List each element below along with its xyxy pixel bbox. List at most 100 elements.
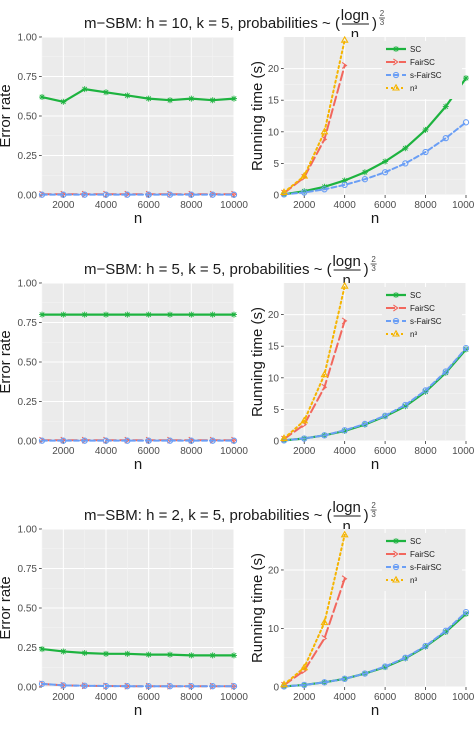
- x-tick-label: 10000: [452, 692, 474, 703]
- data-point-n3: [300, 416, 309, 424]
- x-tick-label: 4000: [334, 692, 357, 703]
- title-paren: ): [364, 507, 369, 524]
- error-rate-panel-3: 0.00 0.25 0.50 0.75 1.00 2000 4000 6000 8000 1000…: [0, 525, 248, 720]
- y-tick-label: 1.00: [18, 525, 38, 536]
- data-point-sc: [103, 89, 109, 96]
- y-axis-title: Running time (s): [249, 307, 266, 417]
- data-point-sc: [382, 158, 389, 165]
- y-tick-label: 1.00: [18, 33, 38, 44]
- row-title-2: m−SBM: h = 5, k = 5, probabilities ~ (lo…: [84, 253, 377, 289]
- data-point-sc: [167, 311, 173, 318]
- y-axis-title: Error rate: [0, 330, 14, 393]
- legend-marker-n3: [392, 83, 400, 91]
- series-line-sfairsc: [283, 611, 467, 688]
- x-tick-label: 2000: [293, 446, 316, 457]
- running-time-panel-3: 0 10 20 2000 4000 6000 8000 10000 n Running time …: [249, 529, 474, 719]
- legend-box: [382, 533, 462, 591]
- x-tick-label: 2000: [52, 692, 75, 703]
- y-tick-label: 20: [268, 310, 280, 321]
- data-point-sc: [188, 652, 195, 659]
- data-point-sfairsc: [209, 683, 216, 690]
- y-tick-label: 0.75: [18, 72, 38, 83]
- data-point-sc: [103, 650, 109, 657]
- data-point-sfairsc: [81, 437, 88, 444]
- data-point-sc: [402, 403, 409, 410]
- data-point-sfairsc: [381, 663, 389, 670]
- legend-marker-sc: [393, 538, 399, 544]
- series-sc: [39, 646, 237, 659]
- running-time-panel-2: 0 5 10 15 20 2000 4000 6000 8000 10000 n Running ti…: [249, 281, 474, 473]
- legend-label-fairsc: FairSC: [410, 550, 435, 559]
- x-axis-title: n: [134, 210, 142, 227]
- x-tick-label: 8000: [414, 200, 437, 211]
- data-point-sfairsc: [124, 191, 131, 198]
- data-point-sc: [422, 126, 429, 133]
- data-point-n3: [340, 35, 349, 43]
- series-line-n3: [283, 39, 346, 194]
- data-point-sfairsc: [301, 681, 308, 689]
- data-point-sc: [188, 95, 195, 102]
- data-point-sfairsc: [81, 682, 88, 689]
- data-point-sc: [39, 94, 45, 101]
- data-point-sfairsc: [442, 368, 449, 375]
- data-point-fairsc: [341, 317, 348, 325]
- y-tick-label: 0.75: [18, 564, 38, 575]
- data-point-n3: [320, 370, 329, 378]
- legend-label-sfairsc: s-FairSC: [410, 317, 442, 326]
- data-point-sfairsc: [166, 437, 174, 444]
- x-tick-label: 6000: [138, 692, 161, 703]
- y-tick-label: 0.00: [18, 191, 38, 202]
- data-point-sfairsc: [402, 654, 409, 661]
- title-exponent-numerator: 2: [380, 9, 385, 18]
- data-point-fairsc: [321, 634, 328, 642]
- legend-marker-sc: [393, 292, 399, 298]
- legend-marker-sfairsc: [392, 317, 400, 325]
- data-point-sfairsc: [188, 683, 195, 690]
- data-point-sfairsc: [321, 679, 328, 686]
- series-n3: [280, 281, 349, 442]
- legend-label-fairsc: FairSC: [410, 58, 435, 67]
- x-tick-label: 4000: [95, 692, 118, 703]
- data-point-sc: [463, 610, 469, 617]
- data-point-sc: [145, 651, 152, 658]
- title-paren: ): [364, 261, 369, 278]
- x-tick-label: 6000: [138, 200, 161, 211]
- x-tick-label: 4000: [95, 446, 118, 457]
- data-point-sfairsc: [188, 191, 195, 198]
- x-axis-title: n: [134, 456, 142, 473]
- legend-marker-n3: [392, 575, 400, 583]
- data-point-sc: [81, 650, 88, 657]
- y-tick-label: 15: [268, 96, 280, 107]
- data-point-n3: [280, 434, 288, 442]
- data-point-sfairsc: [60, 437, 67, 444]
- x-tick-label: 4000: [95, 200, 118, 211]
- data-point-sc: [60, 311, 67, 318]
- legend-box: [382, 41, 462, 99]
- data-point-sfairsc: [462, 344, 470, 352]
- data-point-sc: [231, 652, 237, 659]
- y-tick-label: 0: [273, 683, 279, 694]
- y-tick-label: 10: [268, 127, 280, 138]
- data-point-sfairsc: [422, 148, 429, 156]
- y-axis-title: Running time (s): [249, 553, 266, 663]
- legend: SC FairSC s-FairSC n³: [382, 287, 462, 345]
- data-point-sc: [442, 103, 449, 110]
- data-point-sfairsc: [402, 160, 409, 167]
- y-tick-label: 10: [268, 373, 280, 384]
- x-tick-label: 6000: [138, 446, 161, 457]
- data-point-n3: [320, 618, 329, 626]
- data-point-sfairsc: [381, 169, 389, 176]
- series-sc: [39, 86, 237, 105]
- data-point-sfairsc: [209, 191, 216, 198]
- series-line-sfairsc: [283, 121, 467, 196]
- data-point-sfairsc: [341, 181, 348, 189]
- series-sfairsc: [280, 608, 470, 690]
- legend: SC FairSC s-FairSC n³: [382, 41, 462, 99]
- series-line-fairsc: [283, 319, 346, 441]
- data-point-sfairsc: [124, 683, 131, 690]
- legend-label-n3: n³: [410, 84, 417, 93]
- data-point-sfairsc: [361, 176, 369, 183]
- data-point-sfairsc: [230, 191, 238, 198]
- y-tick-label: 0: [273, 191, 279, 202]
- data-point-sfairsc: [38, 437, 46, 444]
